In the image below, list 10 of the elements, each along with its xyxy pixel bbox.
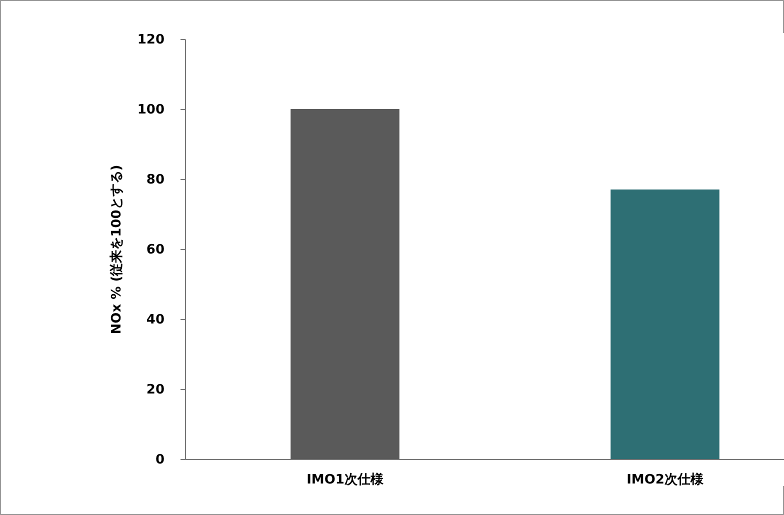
y-tick-label: 60 [146, 242, 164, 258]
y-tick-label: 0 [155, 452, 164, 468]
y-tick-label: 20 [146, 382, 164, 398]
y-tick-label: 40 [146, 312, 164, 328]
y-tick-label: 120 [137, 32, 164, 48]
y-tick-label: 100 [137, 102, 164, 118]
y-tick-label: 80 [146, 172, 164, 188]
y-axis-title: NOx % (従来を100とする) [109, 164, 124, 334]
x-tick-label: IMO2次仕様 [626, 472, 704, 488]
x-tick-label: IMO1次仕様 [306, 472, 384, 488]
